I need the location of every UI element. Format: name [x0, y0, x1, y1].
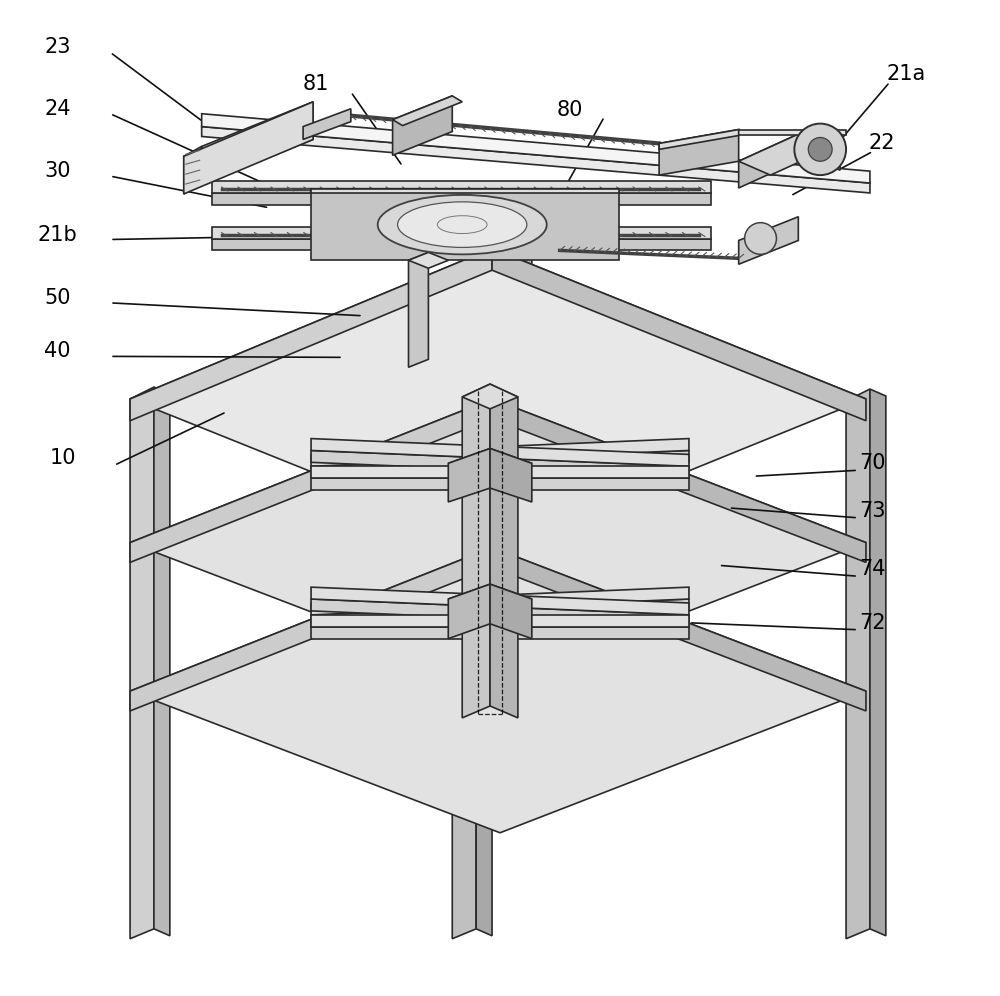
- Text: 30: 30: [44, 161, 71, 181]
- Polygon shape: [739, 129, 808, 188]
- Text: 70: 70: [860, 453, 886, 473]
- Text: 21a: 21a: [886, 64, 925, 84]
- Polygon shape: [737, 129, 846, 135]
- Polygon shape: [448, 585, 532, 614]
- Polygon shape: [490, 384, 518, 718]
- Polygon shape: [462, 384, 518, 409]
- Polygon shape: [311, 615, 689, 626]
- Polygon shape: [130, 548, 866, 833]
- Polygon shape: [202, 114, 870, 183]
- Polygon shape: [739, 217, 798, 264]
- Polygon shape: [311, 438, 689, 466]
- Polygon shape: [212, 227, 711, 238]
- Text: 74: 74: [860, 560, 886, 580]
- Polygon shape: [448, 585, 490, 638]
- Polygon shape: [130, 399, 492, 563]
- Polygon shape: [492, 548, 866, 711]
- Polygon shape: [659, 129, 739, 149]
- Polygon shape: [130, 248, 492, 420]
- Polygon shape: [409, 252, 428, 368]
- Text: 80: 80: [556, 100, 583, 120]
- Polygon shape: [516, 248, 532, 812]
- Polygon shape: [154, 387, 170, 936]
- Polygon shape: [492, 399, 866, 563]
- Polygon shape: [311, 587, 689, 615]
- Text: 10: 10: [49, 448, 76, 468]
- Text: 23: 23: [44, 37, 71, 58]
- Polygon shape: [212, 193, 711, 205]
- Polygon shape: [846, 389, 870, 939]
- Text: 21b: 21b: [38, 224, 77, 245]
- Polygon shape: [462, 384, 490, 718]
- Text: 72: 72: [860, 613, 886, 632]
- Polygon shape: [448, 448, 532, 478]
- Polygon shape: [130, 548, 492, 711]
- Text: 40: 40: [44, 342, 71, 362]
- Polygon shape: [212, 181, 711, 193]
- Circle shape: [794, 124, 846, 175]
- Polygon shape: [212, 238, 711, 250]
- Polygon shape: [130, 399, 866, 684]
- Polygon shape: [311, 466, 689, 478]
- Polygon shape: [311, 478, 689, 490]
- Polygon shape: [870, 389, 886, 936]
- Circle shape: [808, 137, 832, 161]
- Polygon shape: [393, 96, 452, 155]
- Polygon shape: [490, 448, 532, 502]
- Polygon shape: [492, 248, 516, 815]
- Polygon shape: [492, 248, 866, 420]
- Polygon shape: [739, 129, 840, 175]
- Circle shape: [745, 223, 776, 254]
- Polygon shape: [311, 599, 689, 626]
- Ellipse shape: [378, 195, 547, 254]
- Text: 73: 73: [860, 501, 886, 521]
- Polygon shape: [184, 102, 313, 194]
- Polygon shape: [311, 626, 689, 638]
- Text: 81: 81: [303, 74, 329, 94]
- Polygon shape: [311, 189, 619, 260]
- Polygon shape: [393, 96, 462, 125]
- Polygon shape: [303, 109, 351, 139]
- Polygon shape: [311, 587, 689, 615]
- Polygon shape: [311, 189, 619, 193]
- Polygon shape: [476, 524, 492, 936]
- Text: 50: 50: [44, 288, 71, 308]
- Polygon shape: [311, 599, 689, 626]
- Polygon shape: [202, 102, 313, 184]
- Polygon shape: [808, 129, 840, 170]
- Polygon shape: [202, 126, 870, 193]
- Polygon shape: [130, 387, 154, 939]
- Polygon shape: [490, 585, 532, 638]
- Polygon shape: [659, 129, 739, 175]
- Polygon shape: [311, 438, 689, 466]
- Ellipse shape: [398, 202, 527, 247]
- Polygon shape: [448, 448, 490, 502]
- Polygon shape: [311, 450, 689, 478]
- Polygon shape: [130, 248, 866, 548]
- Text: 24: 24: [44, 99, 71, 119]
- Polygon shape: [409, 252, 448, 268]
- Polygon shape: [184, 146, 202, 194]
- Polygon shape: [452, 524, 476, 939]
- Polygon shape: [311, 450, 689, 478]
- Text: 22: 22: [869, 133, 895, 153]
